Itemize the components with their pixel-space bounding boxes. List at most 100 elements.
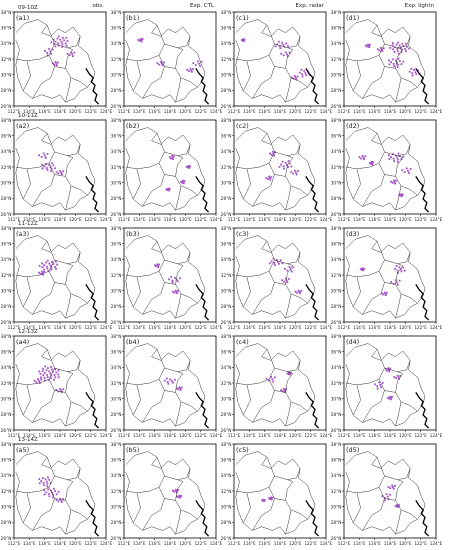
echo-point [172,489,174,492]
province-border [54,36,81,48]
lon-tick-label: 114°E [133,217,146,222]
lat-tick-label: 28°N [111,520,122,526]
echo-point [55,64,58,67]
echo-point [381,50,384,53]
echo-point [166,189,169,191]
lat-tick-label: 36°N [331,25,342,31]
echo-point [284,267,286,270]
lat-tick-label: 34°N [221,365,232,371]
lon-tick-label: 124°E [210,325,223,330]
echo-point [188,70,190,73]
province-border [175,47,184,69]
echo-point [402,155,405,158]
echo-point [139,38,142,40]
lon-tick-label: 116°E [148,217,161,222]
echo-point [48,370,51,373]
echo-point [40,378,43,381]
echo-point [287,278,290,280]
lon-tick-label: 122°E [304,109,317,114]
province-border [15,241,55,278]
lon-tick-label: 122°E [304,217,317,222]
echo-point [60,499,63,502]
lat-tick-label: 34°N [331,365,342,371]
echo-point [288,266,291,268]
echo-point [156,263,159,266]
lat-tick-label: 30°N [331,180,342,186]
echo-point [179,495,181,498]
echo-point [60,171,63,174]
echo-point [284,162,287,164]
echo-point [290,165,293,168]
echo-point [189,67,192,70]
echo-point [54,167,56,170]
echo-point [273,262,276,264]
lat-tick-label: 30°N [111,288,122,294]
echo-point [42,367,44,370]
echo-point [55,499,58,501]
echo-point [33,379,36,382]
lat-tick-label: 36°N [221,25,232,31]
panel-label: (c3) [236,230,249,238]
province-border [15,343,96,427]
lon-tick-label: 114°E [133,109,146,114]
lon-tick-label: 112°E [8,109,21,114]
lon-tick-label: 112°E [228,433,241,438]
lat-tick-label: 26°N [1,320,12,326]
lat-tick-label: 28°N [1,196,12,202]
lon-tick-label: 116°E [38,109,51,114]
lon-tick-label: 122°E [414,541,427,546]
echo-point [376,48,379,51]
echo-point [297,289,300,292]
echo-point [46,485,49,488]
echo-point [381,292,383,295]
echo-point [199,65,201,67]
echo-point [38,370,41,373]
province-border [164,390,198,412]
lon-tick-label: 112°E [338,109,351,114]
lon-tick-label: 116°E [368,217,381,222]
echo-point [57,61,59,64]
lat-tick-label: 26°N [1,536,12,542]
province-border [125,127,206,211]
echo-point [389,367,392,370]
echo-point [396,66,399,69]
echo-point [396,269,399,272]
coastline [195,284,210,321]
lat-tick-label: 26°N [1,212,12,218]
province-border [345,343,426,427]
echo-point [44,365,47,368]
echo-point [167,187,170,190]
lon-tick-label: 118°E [54,109,67,114]
lon-tick-label: 116°E [38,433,51,438]
lon-tick-label: 120°E [179,541,192,546]
echo-point [398,60,401,62]
echo-point [52,164,55,167]
lon-tick-label: 118°E [274,109,287,114]
echo-point [376,387,379,390]
echo-point [409,168,412,170]
echo-point [399,268,402,271]
echo-point [43,493,46,496]
echo-point [48,262,51,265]
echo-point [190,69,193,72]
province-border [235,241,275,278]
province-border [15,19,96,103]
lon-tick-label: 112°E [118,109,131,114]
echo-point [65,36,68,39]
echo-point [43,489,46,492]
lat-tick-label: 36°N [111,25,122,31]
lat-tick-label: 26°N [111,428,122,434]
echo-point [388,370,391,373]
echo-point [54,61,57,63]
province-border [242,492,251,524]
echo-point [38,154,40,157]
echo-point [298,291,301,293]
echo-point [48,495,51,498]
echo-point [393,376,396,378]
echo-point [182,181,185,183]
province-border [345,235,426,319]
echo-point [43,165,46,168]
lat-tick-label: 26°N [221,212,232,218]
lon-tick-label: 120°E [399,109,412,114]
lat-tick-label: 36°N [1,241,12,247]
